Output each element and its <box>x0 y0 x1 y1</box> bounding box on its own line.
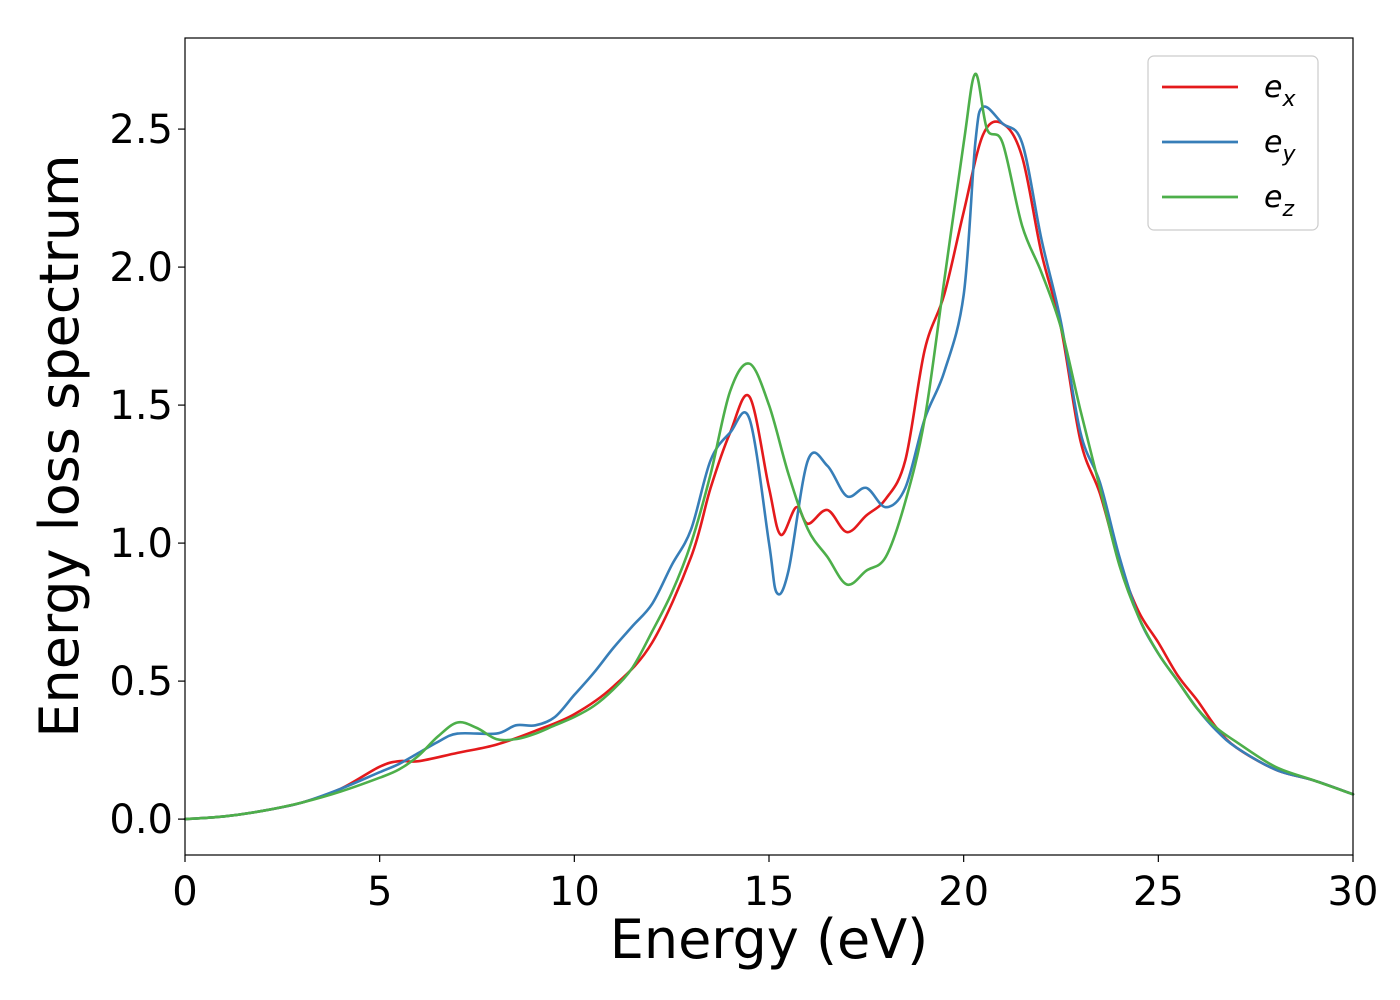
y-tick-label: 1.0 <box>109 521 173 567</box>
legend: ex ey ez <box>1147 55 1319 231</box>
series-lines <box>183 72 1355 821</box>
series-line-e-z <box>183 72 1355 821</box>
legend-label-y: ey <box>1264 125 1296 167</box>
y-tick-label: 2.0 <box>109 245 173 291</box>
x-tick-label: 30 <box>1328 869 1379 915</box>
series-line-e-y <box>183 105 1355 821</box>
x-tick-label: 10 <box>549 869 600 915</box>
x-tick-label: 0 <box>172 869 197 915</box>
y-tick-label: 0.5 <box>109 659 173 705</box>
x-tick-label: 20 <box>938 869 989 915</box>
axis-ticks: 0 5 10 15 20 25 30 0.0 0.5 1.0 1.5 2.0 2.5 <box>109 107 1378 915</box>
x-tick-label: 15 <box>744 869 795 915</box>
y-tick-label: 2.5 <box>109 107 173 153</box>
y-tick-label: 1.5 <box>109 383 173 429</box>
y-axis-title: Energy loss spectrum <box>28 154 91 737</box>
y-tick-label: 0.0 <box>109 797 173 843</box>
x-tick-label: 25 <box>1133 869 1184 915</box>
series-line-e-x <box>183 120 1355 821</box>
legend-label-z: ez <box>1264 180 1294 222</box>
x-axis-title: Energy (eV) <box>610 908 929 971</box>
legend-label-x: ex <box>1264 70 1296 112</box>
x-tick-label: 5 <box>367 869 392 915</box>
